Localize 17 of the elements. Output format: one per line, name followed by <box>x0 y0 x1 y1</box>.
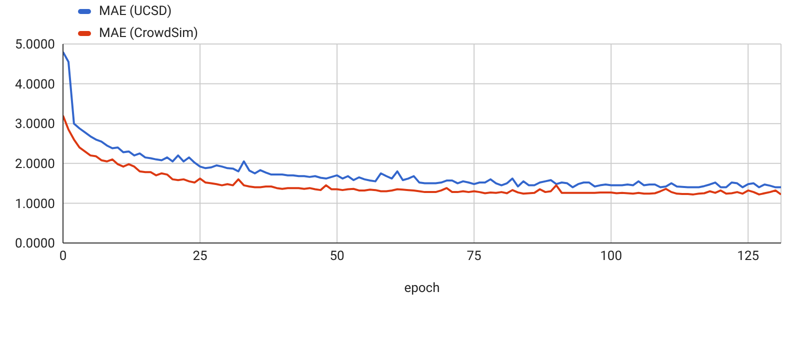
x-tick-label: 0 <box>59 249 67 264</box>
y-tick-label: 4.0000 <box>15 77 55 92</box>
line-series <box>63 114 781 196</box>
legend-label: MAE (UCSD) <box>99 4 172 18</box>
line-series <box>63 50 781 188</box>
legend-label: MAE (CrowdSim) <box>99 26 198 40</box>
y-tick-label: 5.0000 <box>15 38 55 53</box>
x-tick-label: 50 <box>330 249 344 264</box>
y-tick-label: 1.0000 <box>15 196 55 212</box>
x-tick-label: 75 <box>466 249 482 264</box>
x-axis-title: epoch <box>404 281 440 296</box>
x-tick-label: 25 <box>192 249 208 264</box>
x-tick-label: 125 <box>737 249 760 264</box>
y-tick-label: 2.0000 <box>15 157 55 172</box>
y-tick-label: 0.0000 <box>15 236 55 252</box>
y-tick-label: 3.0000 <box>15 117 55 132</box>
x-tick-label: 100 <box>600 249 622 264</box>
